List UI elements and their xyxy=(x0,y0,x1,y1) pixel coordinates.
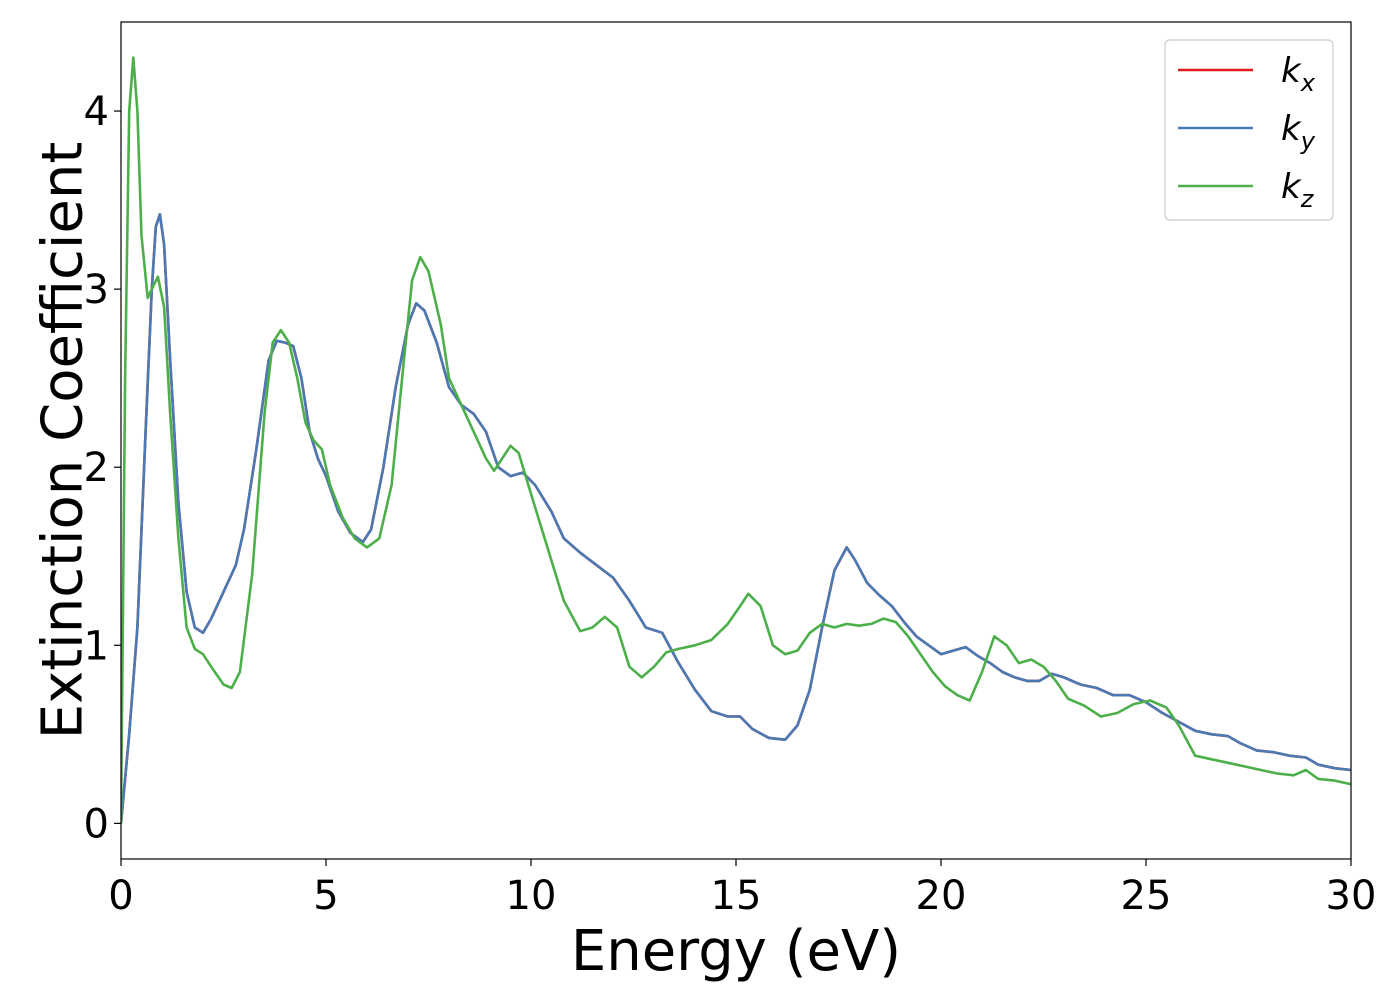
x-tick-label: 20 xyxy=(916,873,967,919)
series-line-kx xyxy=(121,213,1351,824)
series-line-kz xyxy=(121,56,1351,824)
y-tick-label: 2 xyxy=(84,445,109,491)
x-tick-label: 5 xyxy=(313,873,338,919)
legend-box xyxy=(1164,39,1334,221)
y-tick-label: 4 xyxy=(84,89,109,135)
y-tick-label: 1 xyxy=(84,623,109,669)
x-tick-label: 15 xyxy=(711,873,762,919)
x-axis: 0 5 10 15 20 25 30 xyxy=(108,859,1376,919)
x-tick-label: 30 xyxy=(1326,873,1377,919)
y-axis-label: Extinction Coefficient xyxy=(31,142,96,740)
y-tick-label: 0 xyxy=(84,801,109,847)
plot-lines xyxy=(121,56,1351,824)
y-tick-label: 3 xyxy=(84,267,109,313)
y-axis: 0 1 2 3 4 xyxy=(84,89,121,847)
series-line-ky xyxy=(121,213,1351,824)
x-axis-label: Energy (eV) xyxy=(571,919,901,984)
x-tick-label: 25 xyxy=(1121,873,1172,919)
legend-label: kz xyxy=(1281,167,1315,213)
x-tick-label: 10 xyxy=(506,873,557,919)
x-tick-label: 0 xyxy=(108,873,133,919)
